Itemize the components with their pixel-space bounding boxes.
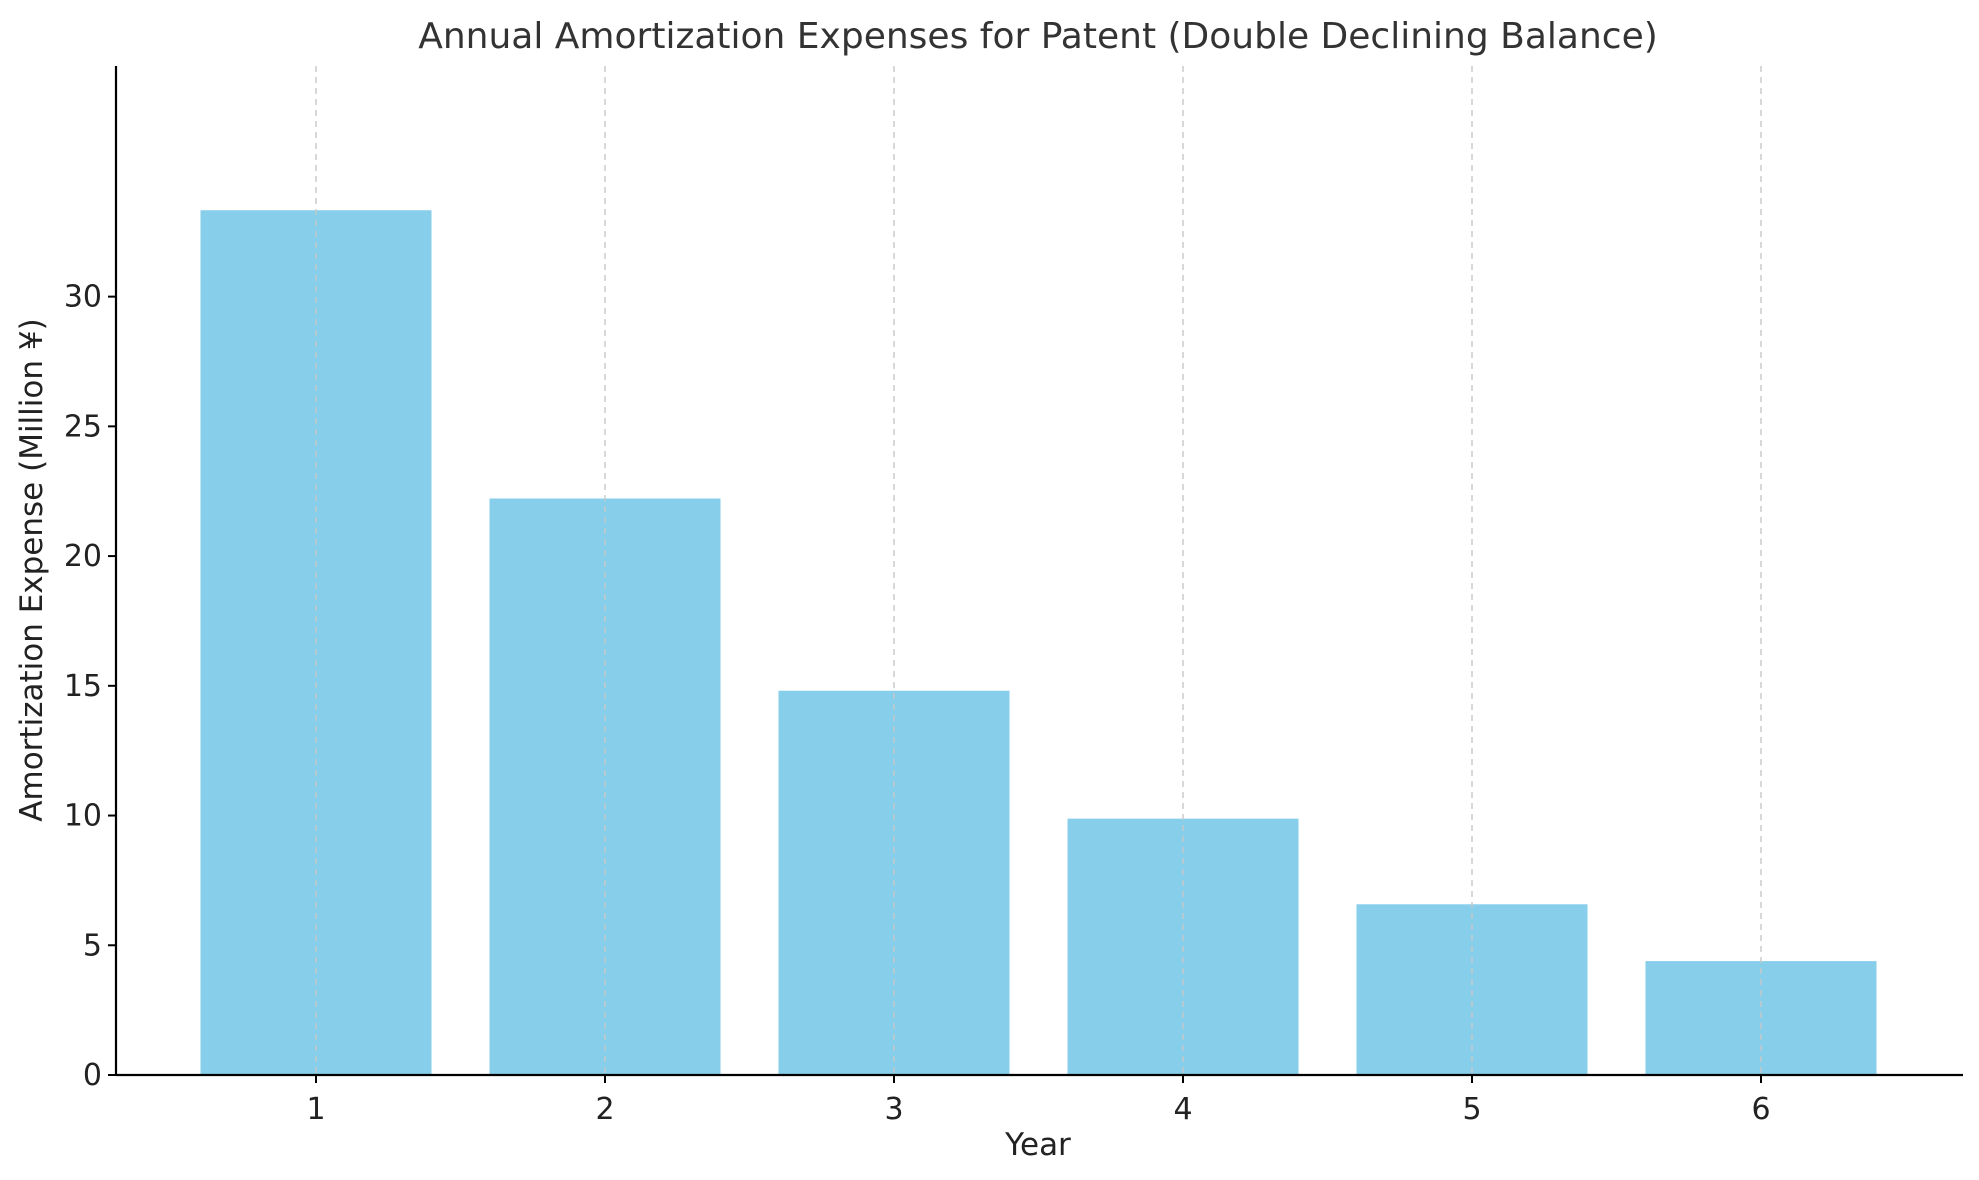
bars (200, 210, 1877, 1076)
y-tick-label: 5 (83, 928, 102, 963)
y-tick-label: 25 (64, 409, 102, 444)
x-axis-label: Year (1004, 1127, 1071, 1163)
y-ticks: 0 5 10 15 20 25 30 (64, 280, 116, 1093)
y-tick-label: 0 (83, 1058, 102, 1093)
x-tick-label: 4 (1173, 1092, 1192, 1127)
x-tick-label: 5 (1462, 1092, 1481, 1127)
x-tick-label: 2 (595, 1092, 614, 1127)
x-tick-label: 6 (1751, 1092, 1770, 1127)
y-tick-label: 10 (64, 799, 102, 834)
y-tick-label: 20 (64, 539, 102, 574)
y-tick-label: 15 (64, 669, 102, 704)
grid-lines (315, 66, 1762, 1075)
chart-title: Annual Amortization Expenses for Patent … (418, 16, 1658, 57)
y-axis-label: Amortization Expense (Million ¥) (14, 318, 50, 821)
x-tick-label: 3 (884, 1092, 903, 1127)
x-ticks: 1 2 3 4 5 6 (306, 1075, 1771, 1127)
axes (114, 66, 1963, 1077)
x-tick-label: 1 (306, 1092, 325, 1127)
y-tick-label: 30 (64, 280, 102, 315)
